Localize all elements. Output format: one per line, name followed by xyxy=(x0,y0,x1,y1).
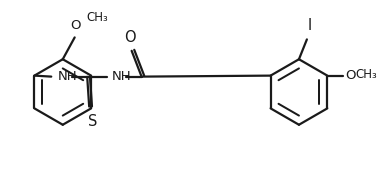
Text: NH: NH xyxy=(58,70,78,83)
Text: O: O xyxy=(124,30,136,45)
Text: O: O xyxy=(70,19,81,32)
Text: S: S xyxy=(88,114,98,129)
Text: I: I xyxy=(308,18,312,33)
Text: CH₃: CH₃ xyxy=(355,68,377,81)
Text: NH: NH xyxy=(112,70,131,83)
Text: CH₃: CH₃ xyxy=(87,10,108,24)
Text: O: O xyxy=(345,69,356,82)
